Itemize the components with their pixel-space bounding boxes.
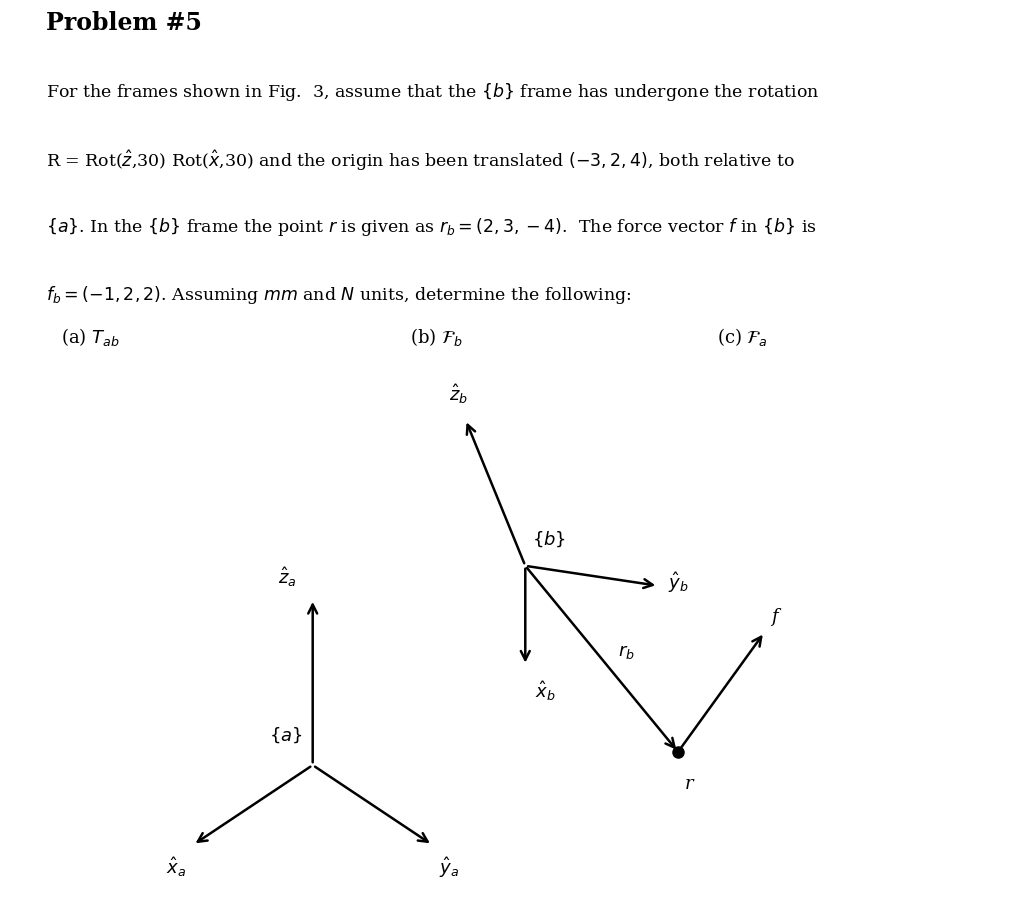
- Text: $\hat{x}_a$: $\hat{x}_a$: [166, 855, 186, 878]
- Text: (a) $T_{ab}$: (a) $T_{ab}$: [61, 326, 120, 348]
- Text: $\hat{y}_a$: $\hat{y}_a$: [439, 855, 459, 879]
- Text: R = Rot($\hat{z}$,30) Rot($\hat{x}$,30) and the origin has been translated $(-3,: R = Rot($\hat{z}$,30) Rot($\hat{x}$,30) …: [46, 148, 796, 173]
- Text: f: f: [771, 608, 777, 626]
- Text: r: r: [685, 775, 693, 793]
- Text: For the frames shown in Fig.  3, assume that the $\{b\}$ frame has undergone the: For the frames shown in Fig. 3, assume t…: [46, 81, 820, 102]
- Text: $r_b$: $r_b$: [618, 643, 635, 661]
- Text: $\hat{x}_b$: $\hat{x}_b$: [536, 679, 556, 702]
- Text: $\hat{z}_a$: $\hat{z}_a$: [278, 566, 296, 589]
- Text: (b) $\mathcal{F}_b$: (b) $\mathcal{F}_b$: [410, 326, 462, 348]
- Text: (c) $\mathcal{F}_a$: (c) $\mathcal{F}_a$: [717, 326, 767, 348]
- Text: $\hat{y}_b$: $\hat{y}_b$: [668, 570, 689, 594]
- Text: $\hat{z}_b$: $\hat{z}_b$: [450, 383, 468, 407]
- Text: $\{b\}$: $\{b\}$: [531, 530, 566, 550]
- Text: $f_b = (-1, 2, 2)$. Assuming $mm$ and $N$ units, determine the following:: $f_b = (-1, 2, 2)$. Assuming $mm$ and $N…: [46, 284, 632, 306]
- Text: $\{a\}$. In the $\{b\}$ frame the point $r$ is given as $r_b = (2, 3, -4)$.  The: $\{a\}$. In the $\{b\}$ frame the point …: [46, 216, 817, 238]
- Text: Problem #5: Problem #5: [46, 11, 202, 35]
- Text: $\{a\}$: $\{a\}$: [269, 726, 303, 745]
